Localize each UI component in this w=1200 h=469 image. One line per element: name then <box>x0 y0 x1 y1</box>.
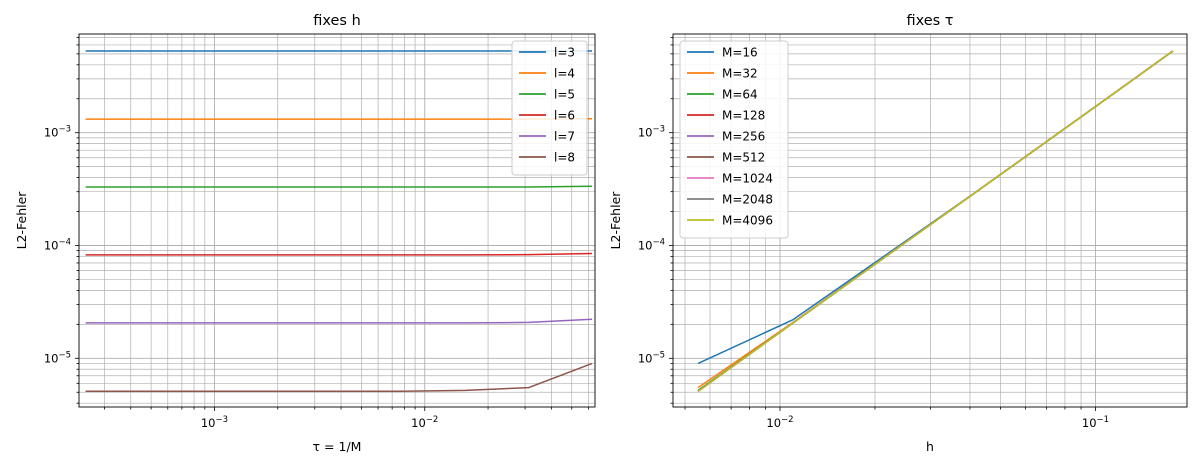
y-tick-label: 10−4 <box>638 237 665 252</box>
x-tick-base: 10 <box>201 416 216 430</box>
legend-label: M=256 <box>722 130 765 144</box>
x-tick-base: 10 <box>1082 416 1097 430</box>
series-lines <box>697 50 1174 392</box>
legend-label: l=3 <box>554 46 575 60</box>
legend-label: l=6 <box>554 109 575 123</box>
legend: l=3 l=4 l=5 l=6 l=7 l=8 <box>511 40 588 176</box>
y-tick-exponent: −5 <box>652 350 665 360</box>
x-tick-base: 10 <box>766 416 781 430</box>
x-tick-exponent: −2 <box>781 415 794 425</box>
x-tick-label: 10−3 <box>201 415 228 430</box>
axes-frame <box>78 33 596 408</box>
x-tick-label: 10−1 <box>1082 415 1109 430</box>
axes-frame <box>672 33 1188 408</box>
legend-label: l=5 <box>554 88 575 102</box>
series-line-l7 <box>85 318 593 324</box>
series-line-l8 <box>85 362 593 393</box>
y-tick-label: 10−3 <box>638 125 665 140</box>
y-tick-base: 10 <box>638 126 653 140</box>
legend-label: M=16 <box>722 46 758 60</box>
y-tick-exponent: −4 <box>652 237 665 247</box>
y-tick-label: 10−5 <box>638 350 665 365</box>
y-tick-base: 10 <box>638 351 653 365</box>
y-tick-base: 10 <box>638 238 653 252</box>
legend-label: M=64 <box>722 88 758 102</box>
legend: M=16 M=32 M=64 M=128 M=256 M=512 M=1024 M=2048 M… <box>679 40 789 239</box>
legend-label: l=8 <box>554 151 575 165</box>
x-axis-label: τ = 1/M <box>313 439 362 454</box>
legend-label: l=7 <box>554 130 575 144</box>
y-tick-label: 10−3 <box>44 125 71 140</box>
y-tick-base: 10 <box>44 126 59 140</box>
y-tick-label: 10−5 <box>44 350 71 365</box>
y-tick-exponent: −3 <box>652 125 665 135</box>
x-tick-label: 10−2 <box>766 415 793 430</box>
x-tick-exponent: −1 <box>1097 415 1110 425</box>
x-tick-label: 10−2 <box>411 415 438 430</box>
y-tick-exponent: −3 <box>58 125 71 135</box>
y-tick-base: 10 <box>44 238 59 252</box>
x-axis-label: h <box>926 439 934 454</box>
series-line-l5 <box>85 185 593 188</box>
x-tick-base: 10 <box>411 416 426 430</box>
series-line-l6 <box>85 252 593 256</box>
legend-label: M=128 <box>722 109 765 123</box>
y-tick-exponent: −5 <box>58 350 71 360</box>
y-axis-label: L2-Fehler <box>14 191 29 250</box>
chart-title: fixes τ <box>906 13 953 29</box>
series-lines <box>85 50 593 393</box>
legend-label: l=4 <box>554 67 575 81</box>
x-tick-exponent: −2 <box>426 415 439 425</box>
y-tick-label: 10−4 <box>44 237 71 252</box>
x-tick-exponent: −3 <box>215 415 228 425</box>
y-tick-exponent: −4 <box>58 237 71 247</box>
chart-title: fixes h <box>313 13 361 29</box>
legend-label: M=512 <box>722 151 765 165</box>
legend-label: M=32 <box>722 67 758 81</box>
y-tick-base: 10 <box>44 351 59 365</box>
legend-label: M=4096 <box>722 214 773 228</box>
legend-box <box>679 40 789 239</box>
series-line-m4096 <box>697 50 1174 392</box>
y-axis-label: L2-Fehler <box>608 191 623 250</box>
legend-box <box>511 40 588 176</box>
grid <box>75 34 595 411</box>
legend-label: M=2048 <box>722 193 773 207</box>
legend-label: M=1024 <box>722 172 773 186</box>
